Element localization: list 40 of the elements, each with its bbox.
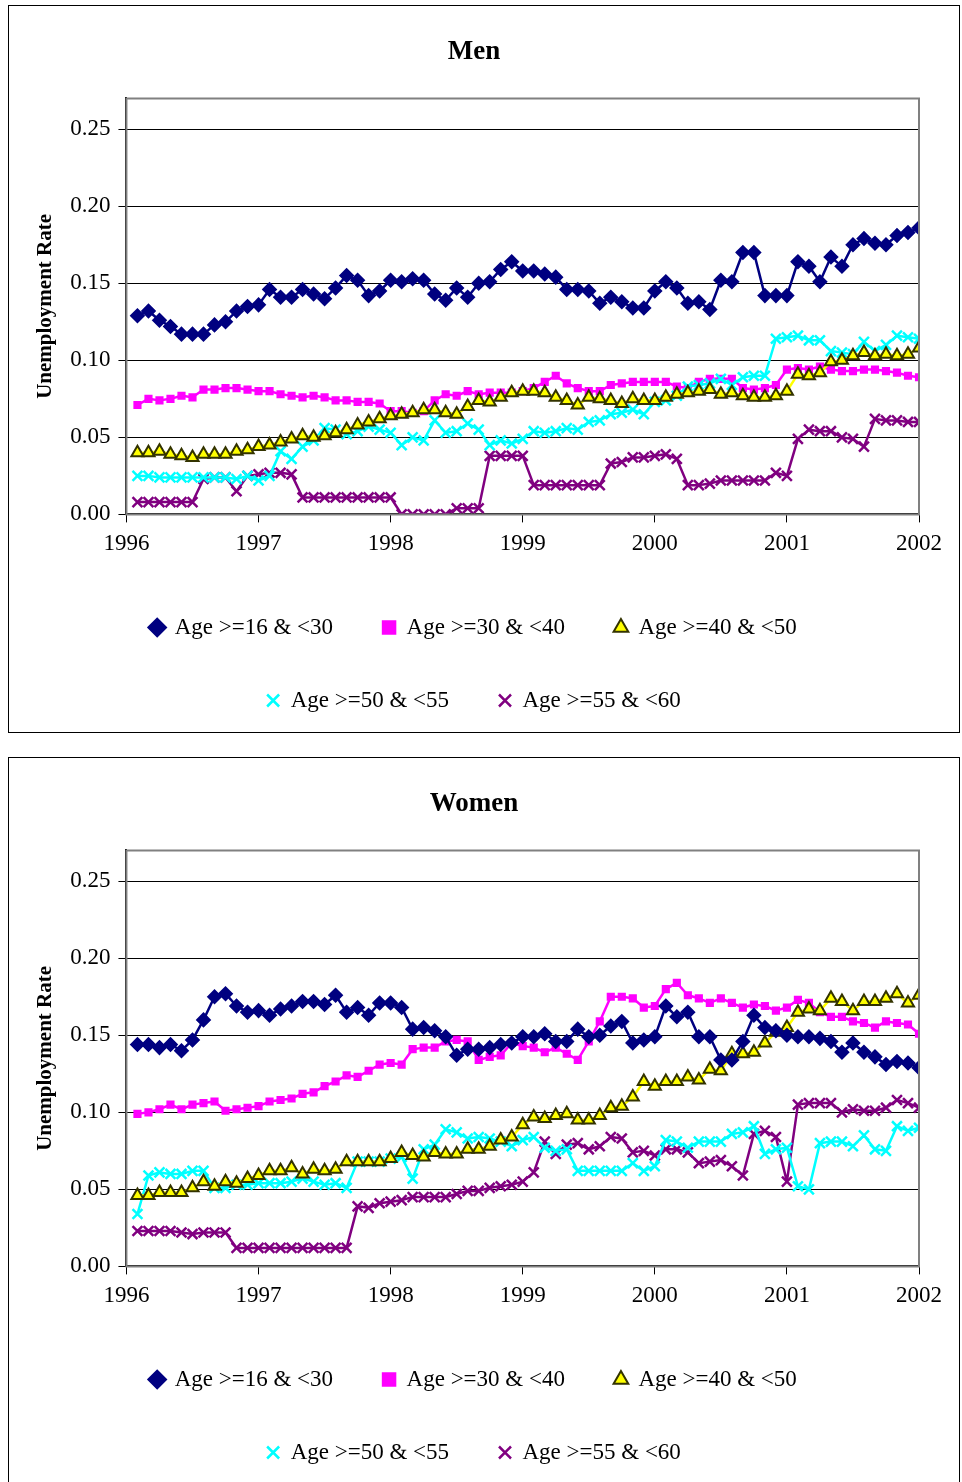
y-tick-label: 0.05 [70,1175,111,1201]
y-tick-label: 0.25 [70,867,111,893]
y-tick-label: 0.05 [70,423,111,449]
x-tick-label: 1998 [367,1282,414,1308]
chart-title: Men [447,35,501,66]
y-tick-label: 0.15 [70,1021,111,1047]
x-tick-label: 1997 [235,1282,282,1308]
y-tick-label: 0.10 [70,346,111,372]
x-tick-label: 1996 [103,530,150,556]
y-axis-title: Unemployment Rate [32,213,57,399]
y-tick-label: 0.10 [70,1098,111,1124]
x-tick-label: 2000 [631,1282,678,1308]
legend-label: Age >=16 & <30 [174,1365,334,1391]
legend-label: Age >=50 & <55 [290,686,449,712]
legend-label: Age >=55 & <60 [522,1438,681,1464]
x-tick-label: 2001 [763,1282,810,1308]
y-tick-label: 0.15 [70,269,111,295]
legend-label: Age >=16 & <30 [174,613,334,639]
y-tick-label: 0.00 [70,1252,111,1278]
x-tick-label: 2002 [896,1282,942,1308]
x-tick-label: 1996 [103,1282,150,1308]
legend-label: Age >=30 & <40 [406,613,565,639]
x-tick-label: 1999 [499,1282,546,1308]
legend-label: Age >=30 & <40 [406,1365,565,1391]
y-tick-label: 0.20 [70,192,111,218]
y-axis-title: Unemployment Rate [32,965,57,1151]
legend-label: Age >=40 & <50 [638,1365,797,1391]
x-tick-label: 1997 [235,530,282,556]
y-tick-label: 0.20 [70,944,111,970]
x-tick-label: 2000 [631,530,678,556]
x-tick-label: 2001 [763,530,810,556]
x-tick-label: 2002 [896,530,942,556]
legend-label: Age >=50 & <55 [290,1438,449,1464]
legend-label: Age >=55 & <60 [522,686,681,712]
x-tick-label: 1999 [499,530,546,556]
y-tick-label: 0.00 [70,500,111,526]
y-tick-label: 0.25 [70,115,111,141]
legend-label: Age >=40 & <50 [638,613,797,639]
chart-title: Women [429,787,519,818]
x-tick-label: 1998 [367,530,414,556]
